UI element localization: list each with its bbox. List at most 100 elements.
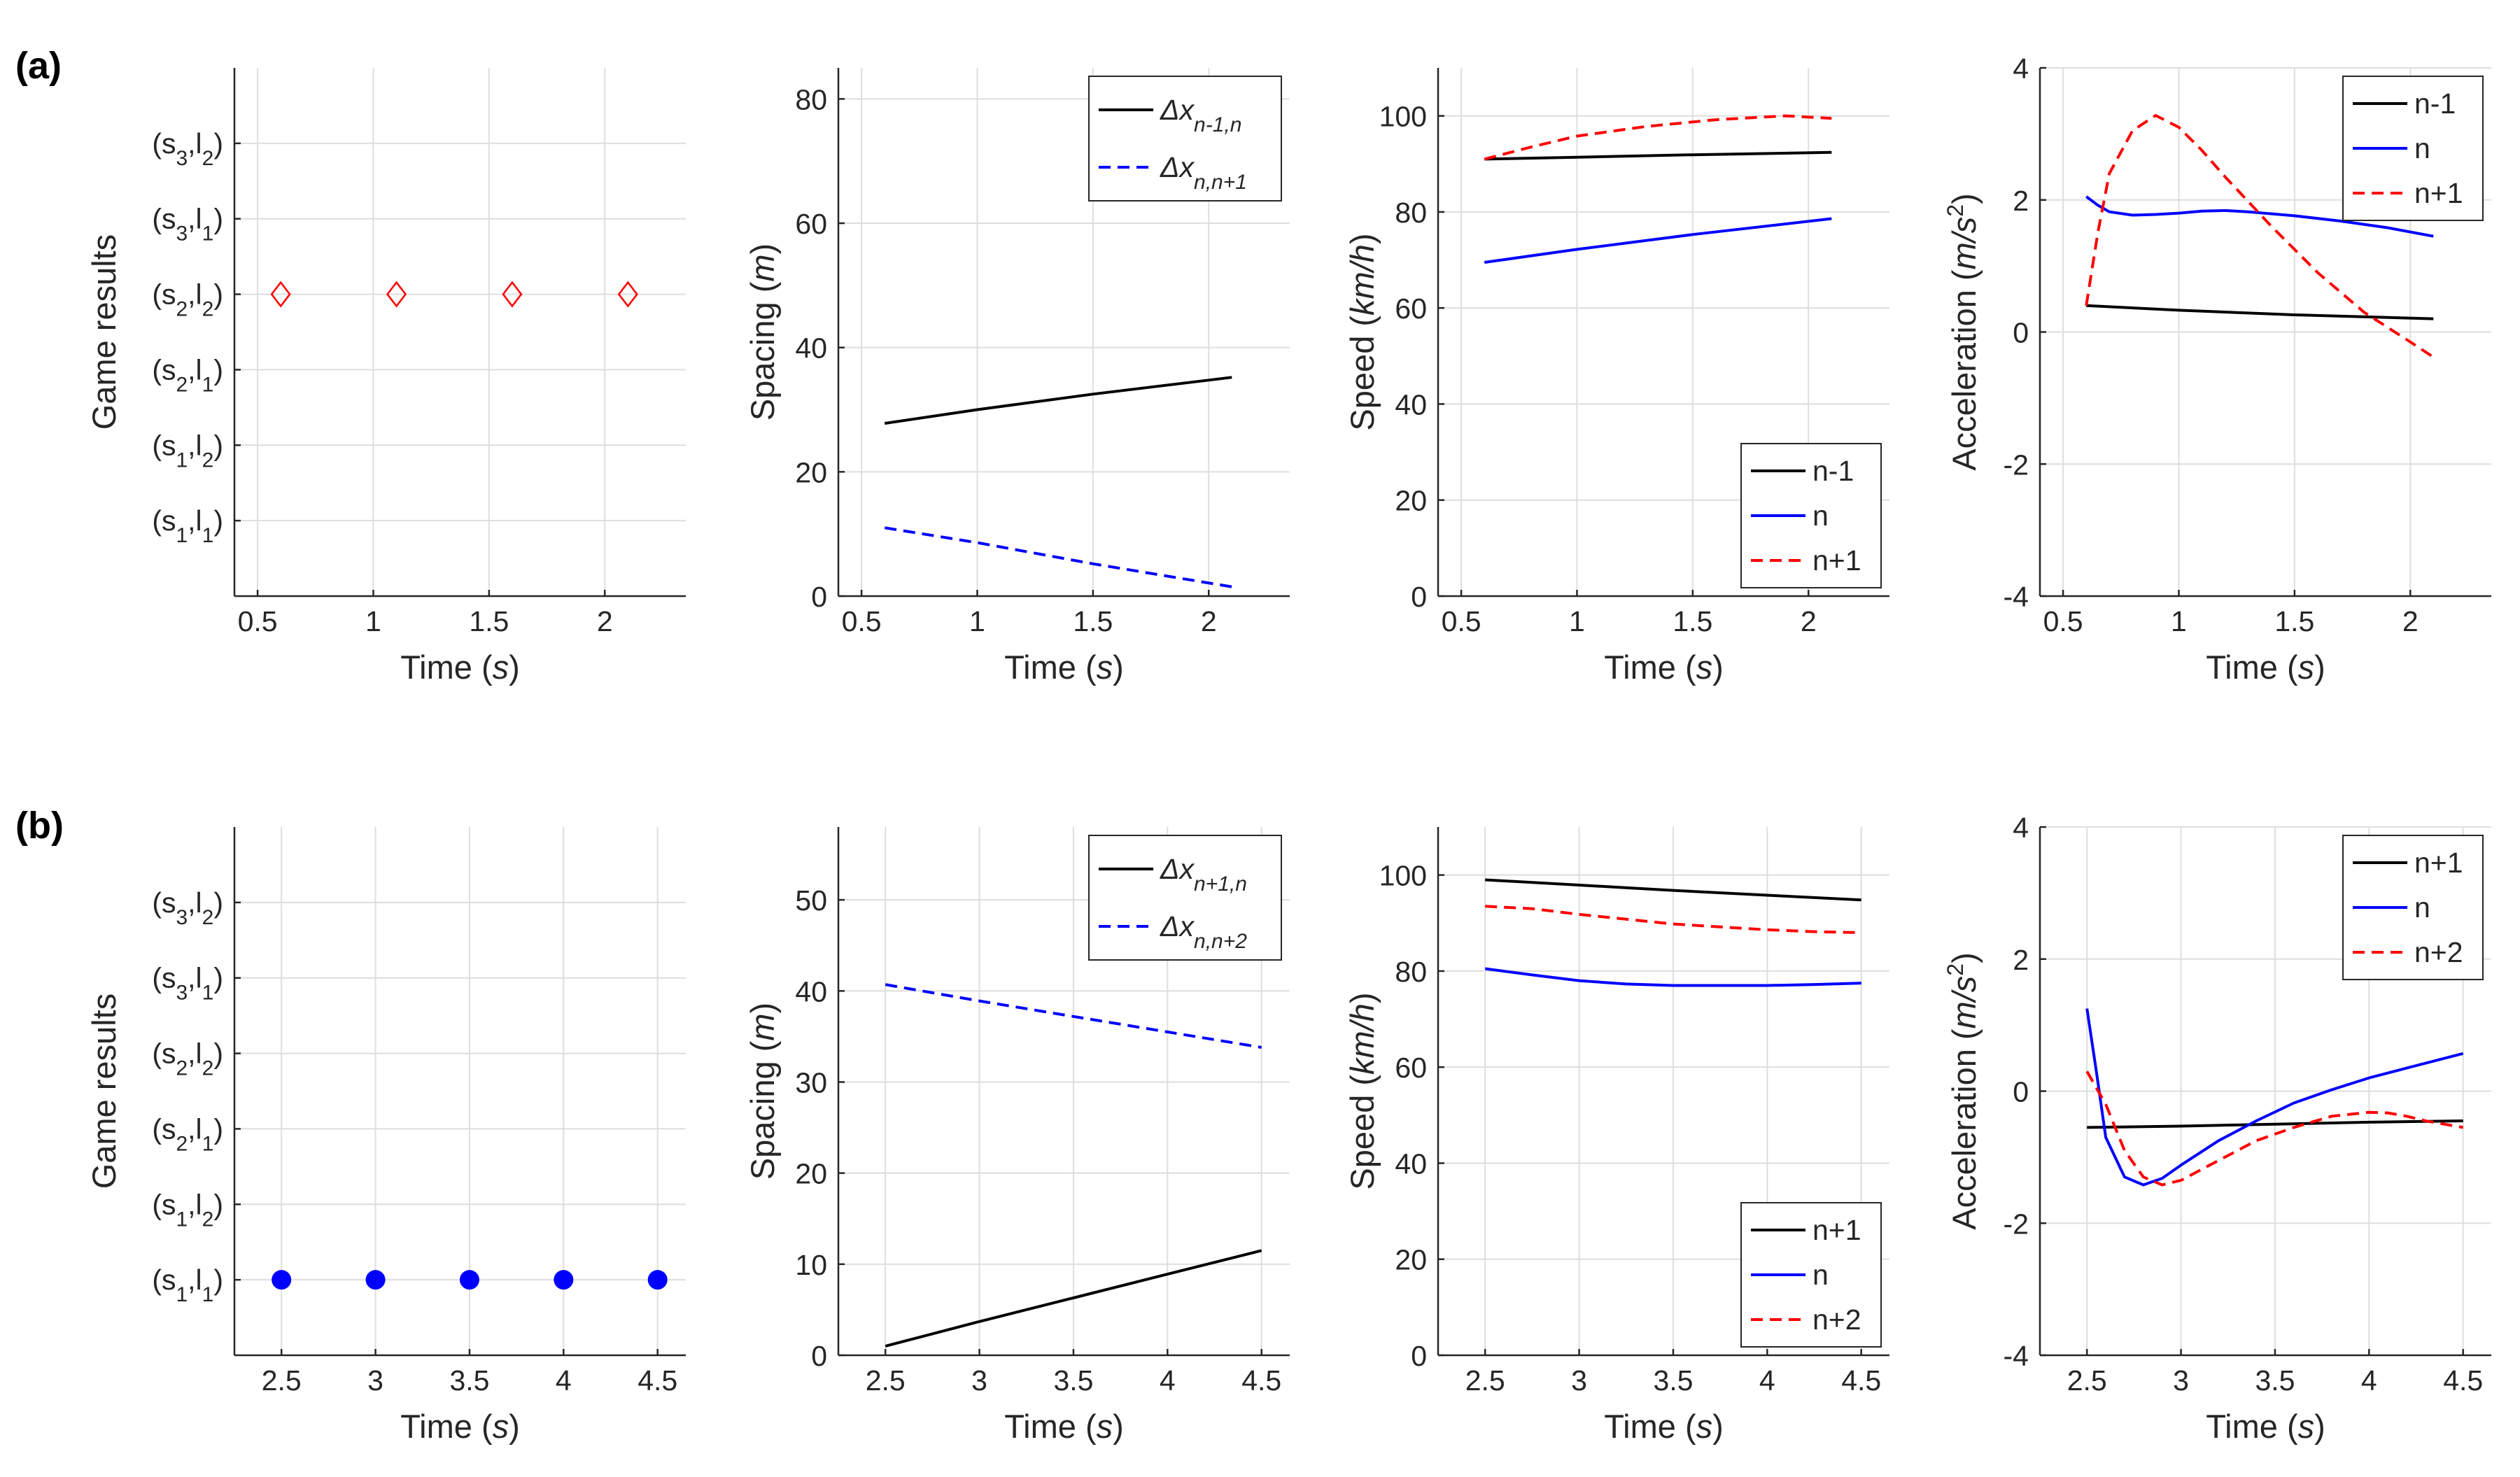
chart-a4-legend-name-0: n-1 <box>2414 87 2456 120</box>
chart-b2-x-label-open: ( <box>1076 1408 1097 1445</box>
chart-b3-legend-label-1: n <box>1812 1259 1829 1291</box>
chart-a1-ytl-s-sub: 3 <box>176 146 188 169</box>
chart-a3-y-label-unit: km/h <box>1344 244 1381 316</box>
chart-a3-series-line-2 <box>1484 114 1832 161</box>
chart-b4-y-label-sup: 2 <box>1943 963 1968 976</box>
chart-b3-legend-name-2: n+2 <box>1812 1303 1861 1336</box>
chart-a3-legend-name-1: n <box>1812 500 1829 532</box>
chart-a2-y-label-text: Spacing <box>744 302 781 421</box>
chart-a3-legend-label-1: n <box>1812 500 1829 532</box>
chart-a3-y-tick-label: 0 <box>1411 581 1427 613</box>
chart-a2-y-label-close: ) <box>744 243 781 255</box>
chart-a1-ytl-s-sub: 2 <box>176 373 188 396</box>
chart-a2-y-tick-label: 40 <box>795 332 827 365</box>
chart-b1-ytl-s-sub: 1 <box>176 1208 188 1231</box>
chart-a4-y-label-open: ( <box>1945 269 1983 290</box>
chart-b2-x-tick-label: 2.5 <box>866 1364 906 1397</box>
chart-b1-x-tick-label: 3.5 <box>449 1364 489 1397</box>
chart-b1-ytl-l-sub: 2 <box>202 1208 214 1231</box>
chart-b3-y-tick-label: 0 <box>1411 1340 1427 1372</box>
chart-a4-x-axis-label: Time (s) <box>2206 649 2325 686</box>
chart-b1-x-label-close: ) <box>509 1408 520 1445</box>
chart-b2-series-line-0 <box>885 1249 1262 1348</box>
chart-a1-ytl-l: ,l <box>188 127 202 160</box>
chart-a1-ytl-l: ,l <box>188 203 202 235</box>
chart-b3-y-tick-label: 80 <box>1395 956 1427 988</box>
chart-b2-y-tick-label: 10 <box>795 1249 827 1281</box>
chart-b3-x-tick-label: 2.5 <box>1465 1364 1505 1397</box>
chart-a4-y-tick-label: 2 <box>2013 185 2029 217</box>
chart-b4-x-tick-label: 4.5 <box>2443 1364 2483 1397</box>
chart-b1-x-tick-label: 4.5 <box>638 1364 677 1397</box>
chart-a1-ytl-close: ) <box>213 504 223 537</box>
chart-b1-ytl-l-sub: 1 <box>202 1132 214 1155</box>
chart-b4-x-label-unit: s <box>2298 1408 2315 1445</box>
chart-b3-series-line-2 <box>1485 905 1861 934</box>
chart-a3-y-label-open: ( <box>1344 316 1381 336</box>
chart-b2-y-tick-label: 50 <box>795 884 827 917</box>
chart-a1-ytl-close: ) <box>213 429 223 461</box>
chart-a2-x-tick-label: 0.5 <box>842 605 882 637</box>
chart-b1-y-tick-label: (s3,l1) <box>152 962 223 1005</box>
chart-b4-y-tick-label: -2 <box>2004 1208 2029 1240</box>
chart-a1-x-label-text: Time <box>400 649 472 686</box>
chart-a2-x-label-close: ) <box>1113 649 1124 686</box>
chart-b4-y-label-close: ) <box>1945 952 1983 963</box>
chart-b4-series-line-1 <box>2085 1008 2464 1187</box>
chart-b3-legend-name-1: n <box>1812 1259 1829 1291</box>
chart-b2-x-tick-label: 4 <box>1160 1364 1176 1397</box>
chart-a4-y-label-sup: 2 <box>1943 204 1968 217</box>
chart-a1-group: 0.5 1 1.5 2(s1,l1)(s1,l2)(s2,l1)(s2,l2)(s3,… <box>85 68 686 686</box>
chart-a1-ytl-l: ,l <box>188 504 202 537</box>
chart-a2-y-tick-label: 20 <box>795 456 827 488</box>
chart-b2-x-label-unit: s <box>1097 1408 1113 1445</box>
chart-b4-x-tick-label: 2.5 <box>2067 1364 2107 1397</box>
chart-a4-series-line-0 <box>2086 304 2434 320</box>
chart-a1-ytl-s: (s <box>152 278 176 311</box>
chart-b1-ytl-s: (s <box>152 1112 176 1145</box>
chart-b3-legend-label-2: n+2 <box>1812 1303 1861 1336</box>
chart-a3-legend-label-0: n-1 <box>1812 455 1854 487</box>
chart-a2-x-label-unit: s <box>1097 649 1113 686</box>
chart-a4-series-line-2 <box>2085 114 2435 359</box>
chart-a3-series-line-1 <box>1484 217 1832 264</box>
chart-b1-ytl-s: (s <box>152 1188 176 1220</box>
chart-b3-x-tick-label: 4.5 <box>1841 1364 1881 1397</box>
chart-b1-x-tick-label: 2.5 <box>262 1364 302 1397</box>
chart-a3-y-tick-label: 100 <box>1379 101 1427 133</box>
chart-a4-y-label-close: ) <box>1945 193 1983 204</box>
chart-b1-x-axis-label: Time (s) <box>400 1408 520 1445</box>
chart-a2-y-label-unit: m <box>744 254 781 281</box>
chart-a1-x-axis-label: Time (s) <box>400 649 520 686</box>
chart-a1-ytl-s-sub: 1 <box>176 524 188 547</box>
chart-a4-y-tick-label: -2 <box>2004 448 2029 481</box>
chart-a4-x-tick-label: 1.5 <box>2274 605 2314 637</box>
chart-a2-legend-name-1: Δx <box>1160 151 1195 183</box>
chart-b3-series-line-0 <box>1485 878 1861 902</box>
chart-a2-x-axis-label: Time (s) <box>1004 649 1124 686</box>
chart-b2-legend-box <box>1088 835 1282 961</box>
chart-b4-legend-label-1: n <box>2414 891 2430 924</box>
chart-a4-x-tick-label: 2 <box>2402 605 2419 637</box>
chart-b1-ytl-l: ,l <box>188 1188 202 1220</box>
chart-b4-series-line-0 <box>2087 1119 2463 1129</box>
chart-b2-legend-name-1: Δx <box>1160 910 1195 942</box>
chart-a3-x-label-unit: s <box>1696 649 1713 686</box>
chart-a1-y-tick-label: (s2,l1) <box>152 353 223 396</box>
chart-b1-x-label-open: ( <box>472 1408 493 1445</box>
chart-b3-y-label-open: ( <box>1344 1075 1381 1095</box>
chart-b1-filled-circle-marker <box>365 1270 386 1290</box>
chart-b4-y-label-text: Acceleration <box>1945 1049 1983 1230</box>
chart-b3-y-tick-label: 100 <box>1379 860 1427 892</box>
chart-a4-legend-label-2: n+1 <box>2414 177 2463 209</box>
chart-b1-filled-circle-marker <box>272 1270 292 1290</box>
chart-a1-diamond-marker <box>386 281 407 308</box>
chart-b1-ytl-close: ) <box>213 1264 223 1296</box>
chart-b1-ytl-close: ) <box>213 1188 223 1220</box>
chart-a1-ytl-l-sub: 1 <box>202 373 214 396</box>
chart-b1-y-tick-label: (s1,l2) <box>152 1188 223 1231</box>
